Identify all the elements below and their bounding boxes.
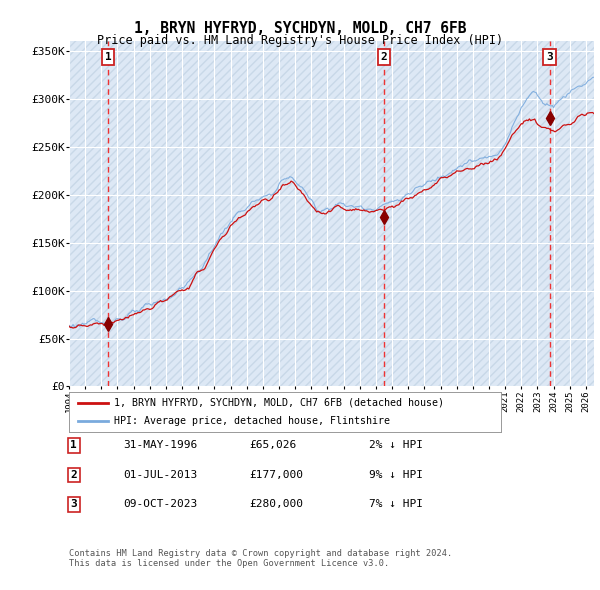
Text: HPI: Average price, detached house, Flintshire: HPI: Average price, detached house, Flin… bbox=[115, 416, 391, 426]
Text: 01-JUL-2013: 01-JUL-2013 bbox=[123, 470, 197, 480]
Text: 9% ↓ HPI: 9% ↓ HPI bbox=[369, 470, 423, 480]
Text: £280,000: £280,000 bbox=[249, 500, 303, 509]
Text: 2: 2 bbox=[380, 52, 388, 62]
Text: 1, BRYN HYFRYD, SYCHDYN, MOLD, CH7 6FB: 1, BRYN HYFRYD, SYCHDYN, MOLD, CH7 6FB bbox=[134, 21, 466, 35]
Text: 2: 2 bbox=[70, 470, 77, 480]
Text: 2% ↓ HPI: 2% ↓ HPI bbox=[369, 441, 423, 450]
Text: 1, BRYN HYFRYD, SYCHDYN, MOLD, CH7 6FB (detached house): 1, BRYN HYFRYD, SYCHDYN, MOLD, CH7 6FB (… bbox=[115, 398, 445, 408]
Text: 1: 1 bbox=[70, 441, 77, 450]
Text: 3: 3 bbox=[546, 52, 553, 62]
Text: Price paid vs. HM Land Registry's House Price Index (HPI): Price paid vs. HM Land Registry's House … bbox=[97, 34, 503, 47]
Text: Contains HM Land Registry data © Crown copyright and database right 2024.: Contains HM Land Registry data © Crown c… bbox=[69, 549, 452, 558]
Text: 3: 3 bbox=[70, 500, 77, 509]
Text: 1: 1 bbox=[104, 52, 112, 62]
Text: 31-MAY-1996: 31-MAY-1996 bbox=[123, 441, 197, 450]
Text: £65,026: £65,026 bbox=[249, 441, 296, 450]
Text: 09-OCT-2023: 09-OCT-2023 bbox=[123, 500, 197, 509]
Text: £177,000: £177,000 bbox=[249, 470, 303, 480]
Text: 7% ↓ HPI: 7% ↓ HPI bbox=[369, 500, 423, 509]
Text: This data is licensed under the Open Government Licence v3.0.: This data is licensed under the Open Gov… bbox=[69, 559, 389, 568]
